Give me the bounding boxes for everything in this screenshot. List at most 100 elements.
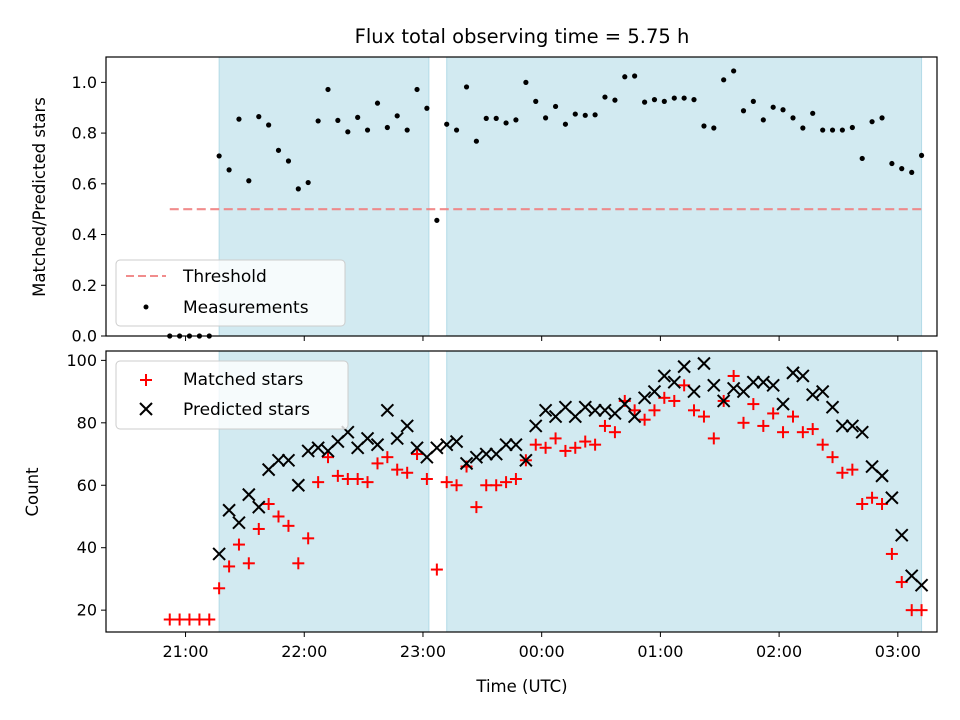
predicted-point xyxy=(776,397,790,411)
predicted-point xyxy=(845,419,860,433)
predicted-point xyxy=(786,366,800,380)
predicted-point xyxy=(469,450,484,464)
bottom-panel: 20 40 60 80 100 21:00 22:00 23:00 00:00 01:00 02:… xyxy=(23,350,938,696)
matched-point xyxy=(757,419,770,432)
measurement-point xyxy=(889,160,895,167)
measurement-point xyxy=(216,153,222,159)
matched-point xyxy=(302,532,315,545)
matched-point xyxy=(579,435,592,448)
measurement-point xyxy=(483,115,489,121)
predicted-point xyxy=(667,375,681,389)
x-tick-label: 03:00 xyxy=(875,642,921,661)
measurement-point xyxy=(770,104,776,110)
measurement-point xyxy=(315,118,321,124)
matched-point xyxy=(826,451,839,464)
measurement-point xyxy=(533,98,539,104)
predicted-point xyxy=(222,503,236,517)
measurement-point xyxy=(780,107,786,113)
predicted-point xyxy=(914,578,929,592)
matched-point xyxy=(806,423,819,436)
matched-point xyxy=(292,557,305,570)
bottom-y-axis-label: Count xyxy=(23,467,42,517)
y-tick-label: 0.8 xyxy=(72,124,97,143)
matched-point xyxy=(470,501,483,514)
shaded-interval xyxy=(446,56,923,337)
matched-point xyxy=(668,394,681,407)
measurement-point xyxy=(414,86,420,93)
matched-point xyxy=(608,426,621,439)
predicted-point xyxy=(746,375,761,389)
matched-point xyxy=(262,497,275,510)
predicted-point xyxy=(716,394,731,408)
predicted-point xyxy=(538,403,553,418)
measurement-point xyxy=(285,158,292,164)
x-axis-label: Time (UTC) xyxy=(475,677,567,696)
measurement-point xyxy=(424,105,430,111)
y-tick-label: 1.0 xyxy=(72,73,97,92)
predicted-point xyxy=(687,384,701,399)
matched-point xyxy=(628,404,641,417)
predicted-legend-swatch xyxy=(139,402,153,416)
matched-point xyxy=(331,469,344,482)
measurement-point xyxy=(463,84,470,90)
matched-point xyxy=(658,391,671,404)
y-tick-label: 0.0 xyxy=(72,327,97,346)
measurement-point xyxy=(444,121,450,127)
measurement-point xyxy=(295,186,301,192)
matched-point xyxy=(816,438,829,451)
predicted-point xyxy=(281,453,296,467)
top-panel: 0.0 0.2 0.4 0.6 0.8 1.0 Matched/Predicted sta… xyxy=(30,56,938,346)
measurement-point xyxy=(859,155,865,162)
shaded-interval xyxy=(446,350,923,633)
x-tick-label: 02:00 xyxy=(756,642,802,661)
matched-legend-label: Matched stars xyxy=(183,370,303,390)
measurement-point xyxy=(256,114,262,120)
matched-point xyxy=(777,426,790,439)
measurement-point xyxy=(562,121,569,127)
predicted-point xyxy=(529,419,543,433)
measurement-point xyxy=(721,77,727,83)
measurement-point xyxy=(918,152,925,159)
measurement-point xyxy=(790,115,796,121)
measurement-point xyxy=(879,115,885,121)
matched-point xyxy=(786,410,799,423)
matched-point xyxy=(509,473,522,486)
predicted-point xyxy=(311,441,325,455)
bottom-legend: Matched stars Predicted stars xyxy=(115,360,349,430)
measurement-point xyxy=(582,112,588,118)
measurement-point xyxy=(731,68,737,74)
measurement-point xyxy=(671,95,677,101)
matched-point xyxy=(895,576,908,589)
matched-point xyxy=(549,432,562,445)
matched-point xyxy=(203,613,216,626)
predicted-point xyxy=(578,400,592,414)
top-shaded-intervals xyxy=(218,56,923,337)
predicted-point xyxy=(796,369,810,383)
matched-point xyxy=(589,438,602,451)
matched-point xyxy=(569,441,582,454)
matched-point xyxy=(361,476,374,489)
matched-point xyxy=(450,479,463,492)
matched-point xyxy=(747,398,760,411)
measurement-point xyxy=(820,127,826,133)
measurement-point xyxy=(810,110,816,116)
bottom-plot-frame xyxy=(105,350,938,633)
matched-point xyxy=(856,497,869,510)
predicted-point xyxy=(815,384,830,399)
measurement-point xyxy=(345,129,351,135)
predicted-point xyxy=(449,434,464,449)
x-tick-label: 01:00 xyxy=(637,642,683,661)
measurement-point xyxy=(236,116,242,122)
predicted-point xyxy=(440,437,454,452)
measurements-legend-swatch xyxy=(143,304,149,310)
measurement-point xyxy=(493,115,499,121)
measurement-point xyxy=(711,125,717,131)
measurement-point xyxy=(800,125,806,131)
matched-point xyxy=(876,497,889,510)
predicted-point xyxy=(519,453,533,467)
measurements-legend-label: Measurements xyxy=(183,298,309,318)
matched-point xyxy=(321,451,334,464)
matched-point xyxy=(638,413,651,426)
top-x-axis-ticks xyxy=(185,336,899,341)
matched-point xyxy=(371,457,384,470)
